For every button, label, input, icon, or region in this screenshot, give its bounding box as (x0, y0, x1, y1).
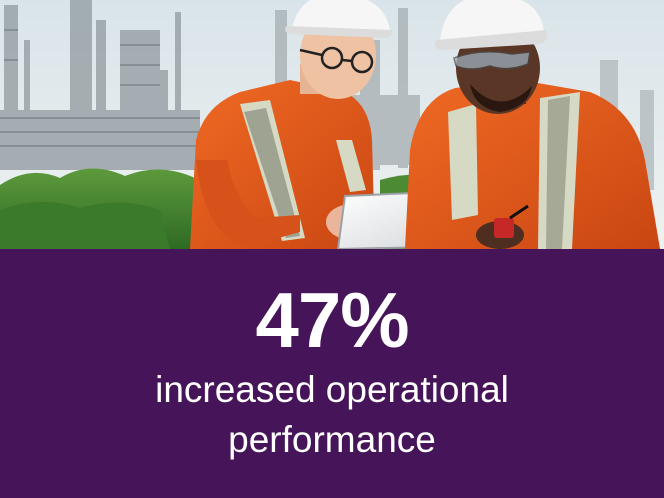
workers-photo (0, 0, 664, 249)
workers-photo-illustration (0, 0, 664, 249)
stat-panel: 47% increased operational performance (0, 249, 664, 498)
stat-value: 47% (255, 276, 409, 364)
worker-left-figure (190, 0, 393, 249)
stat-label-line-2: performance (228, 419, 436, 460)
stat-label-line-1: increased operational (155, 369, 509, 410)
worker-right-figure (405, 0, 660, 249)
stat-label: increased operational performance (0, 365, 664, 465)
